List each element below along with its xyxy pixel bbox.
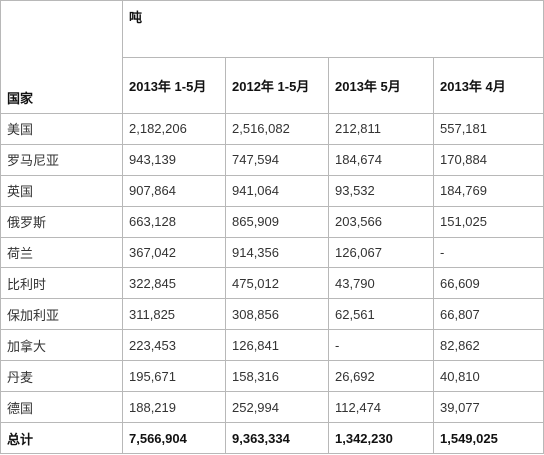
value-cell: - <box>328 329 434 362</box>
value-cell: 308,856 <box>225 298 329 331</box>
column-header: 2013年 5月 <box>328 57 434 114</box>
data-row: 俄罗斯 663,128 865,909 203,566 151,025 <box>0 205 544 238</box>
value-cell: - <box>432 236 544 269</box>
unit-header: 吨 <box>121 0 544 59</box>
data-row: 保加利亚 311,825 308,856 62,561 66,807 <box>0 298 544 331</box>
value-cell: 2,182,206 <box>122 112 226 145</box>
value-cell: 475,012 <box>225 267 329 300</box>
country-cell: 英国 <box>0 174 123 207</box>
country-cell: 总计 <box>0 422 123 454</box>
country-header: 国家 <box>0 0 123 114</box>
data-row: 加拿大 223,453 126,841-82,862 <box>0 329 544 362</box>
value-cell: 195,671 <box>122 360 226 393</box>
value-cell: 203,566 <box>328 205 434 238</box>
value-cell: 1,549,025 <box>432 422 544 454</box>
value-cell: 188,219 <box>122 391 226 424</box>
country-cell: 荷兰 <box>0 236 123 269</box>
total-row: 总计 7,566,904 9,363,334 1,342,230 1,549,025 <box>0 422 544 454</box>
value-cell: 941,064 <box>225 174 329 207</box>
value-cell: 943,139 <box>122 143 226 176</box>
value-cell: 39,077 <box>432 391 544 424</box>
value-cell: 82,862 <box>432 329 544 362</box>
value-cell: 747,594 <box>225 143 329 176</box>
value-cell: 914,356 <box>225 236 329 269</box>
value-cell: 184,674 <box>328 143 434 176</box>
value-cell: 170,884 <box>432 143 544 176</box>
column-header: 2013年 1-5月 <box>122 57 226 114</box>
value-cell: 865,909 <box>225 205 329 238</box>
value-cell: 126,067 <box>328 236 434 269</box>
value-cell: 62,561 <box>328 298 434 331</box>
column-header-row: 2013年 1-5月 2012年 1-5月 2013年 5月 2013年 4月 <box>1 57 544 114</box>
data-row: 德国 188,219 252,994 112,474 39,077 <box>0 391 544 424</box>
value-cell: 367,042 <box>122 236 226 269</box>
value-cell: 252,994 <box>225 391 329 424</box>
value-cell: 907,864 <box>122 174 226 207</box>
country-cell: 俄罗斯 <box>0 205 123 238</box>
value-cell: 7,566,904 <box>122 422 226 454</box>
value-cell: 26,692 <box>328 360 434 393</box>
value-cell: 9,363,334 <box>225 422 329 454</box>
value-cell: 158,316 <box>225 360 329 393</box>
value-cell: 1,342,230 <box>328 422 434 454</box>
value-cell: 557,181 <box>432 112 544 145</box>
country-cell: 罗马尼亚 <box>0 143 123 176</box>
value-cell: 151,025 <box>432 205 544 238</box>
value-cell: 322,845 <box>122 267 226 300</box>
value-cell: 184,769 <box>432 174 544 207</box>
value-cell: 112,474 <box>328 391 434 424</box>
data-row: 英国 907,864 941,064 93,532 184,769 <box>0 174 544 207</box>
country-cell: 比利时 <box>0 267 123 300</box>
data-row: 美国 2,182,206 2,516,082 212,811 557,181 <box>0 112 544 145</box>
data-row: 比利时 322,845 475,012 43,790 66,609 <box>0 267 544 300</box>
header-row: 国家 吨 <box>0 0 544 114</box>
value-cell: 66,807 <box>432 298 544 331</box>
data-row: 罗马尼亚 943,139 747,594 184,674 170,884 <box>0 143 544 176</box>
value-cell: 311,825 <box>122 298 226 331</box>
value-cell: 93,532 <box>328 174 434 207</box>
data-row: 丹麦 195,671 158,316 26,692 40,810 <box>0 360 544 393</box>
value-cell: 40,810 <box>432 360 544 393</box>
column-header: 2012年 1-5月 <box>225 57 329 114</box>
value-cell: 126,841 <box>225 329 329 362</box>
value-cell: 43,790 <box>328 267 434 300</box>
country-cell: 加拿大 <box>0 329 123 362</box>
value-cell: 66,609 <box>432 267 544 300</box>
column-header: 2013年 4月 <box>432 57 544 114</box>
value-cell: 663,128 <box>122 205 226 238</box>
data-row: 荷兰 367,042 914,356 126,067- <box>0 236 544 269</box>
country-cell: 丹麦 <box>0 360 123 393</box>
country-cell: 德国 <box>0 391 123 424</box>
table-body: 美国 2,182,206 2,516,082 212,811 557,181 罗马尼亚 94… <box>0 112 544 454</box>
value-cell: 212,811 <box>328 112 434 145</box>
country-cell: 美国 <box>0 112 123 145</box>
country-cell: 保加利亚 <box>0 298 123 331</box>
value-cell: 223,453 <box>122 329 226 362</box>
value-cell: 2,516,082 <box>225 112 329 145</box>
